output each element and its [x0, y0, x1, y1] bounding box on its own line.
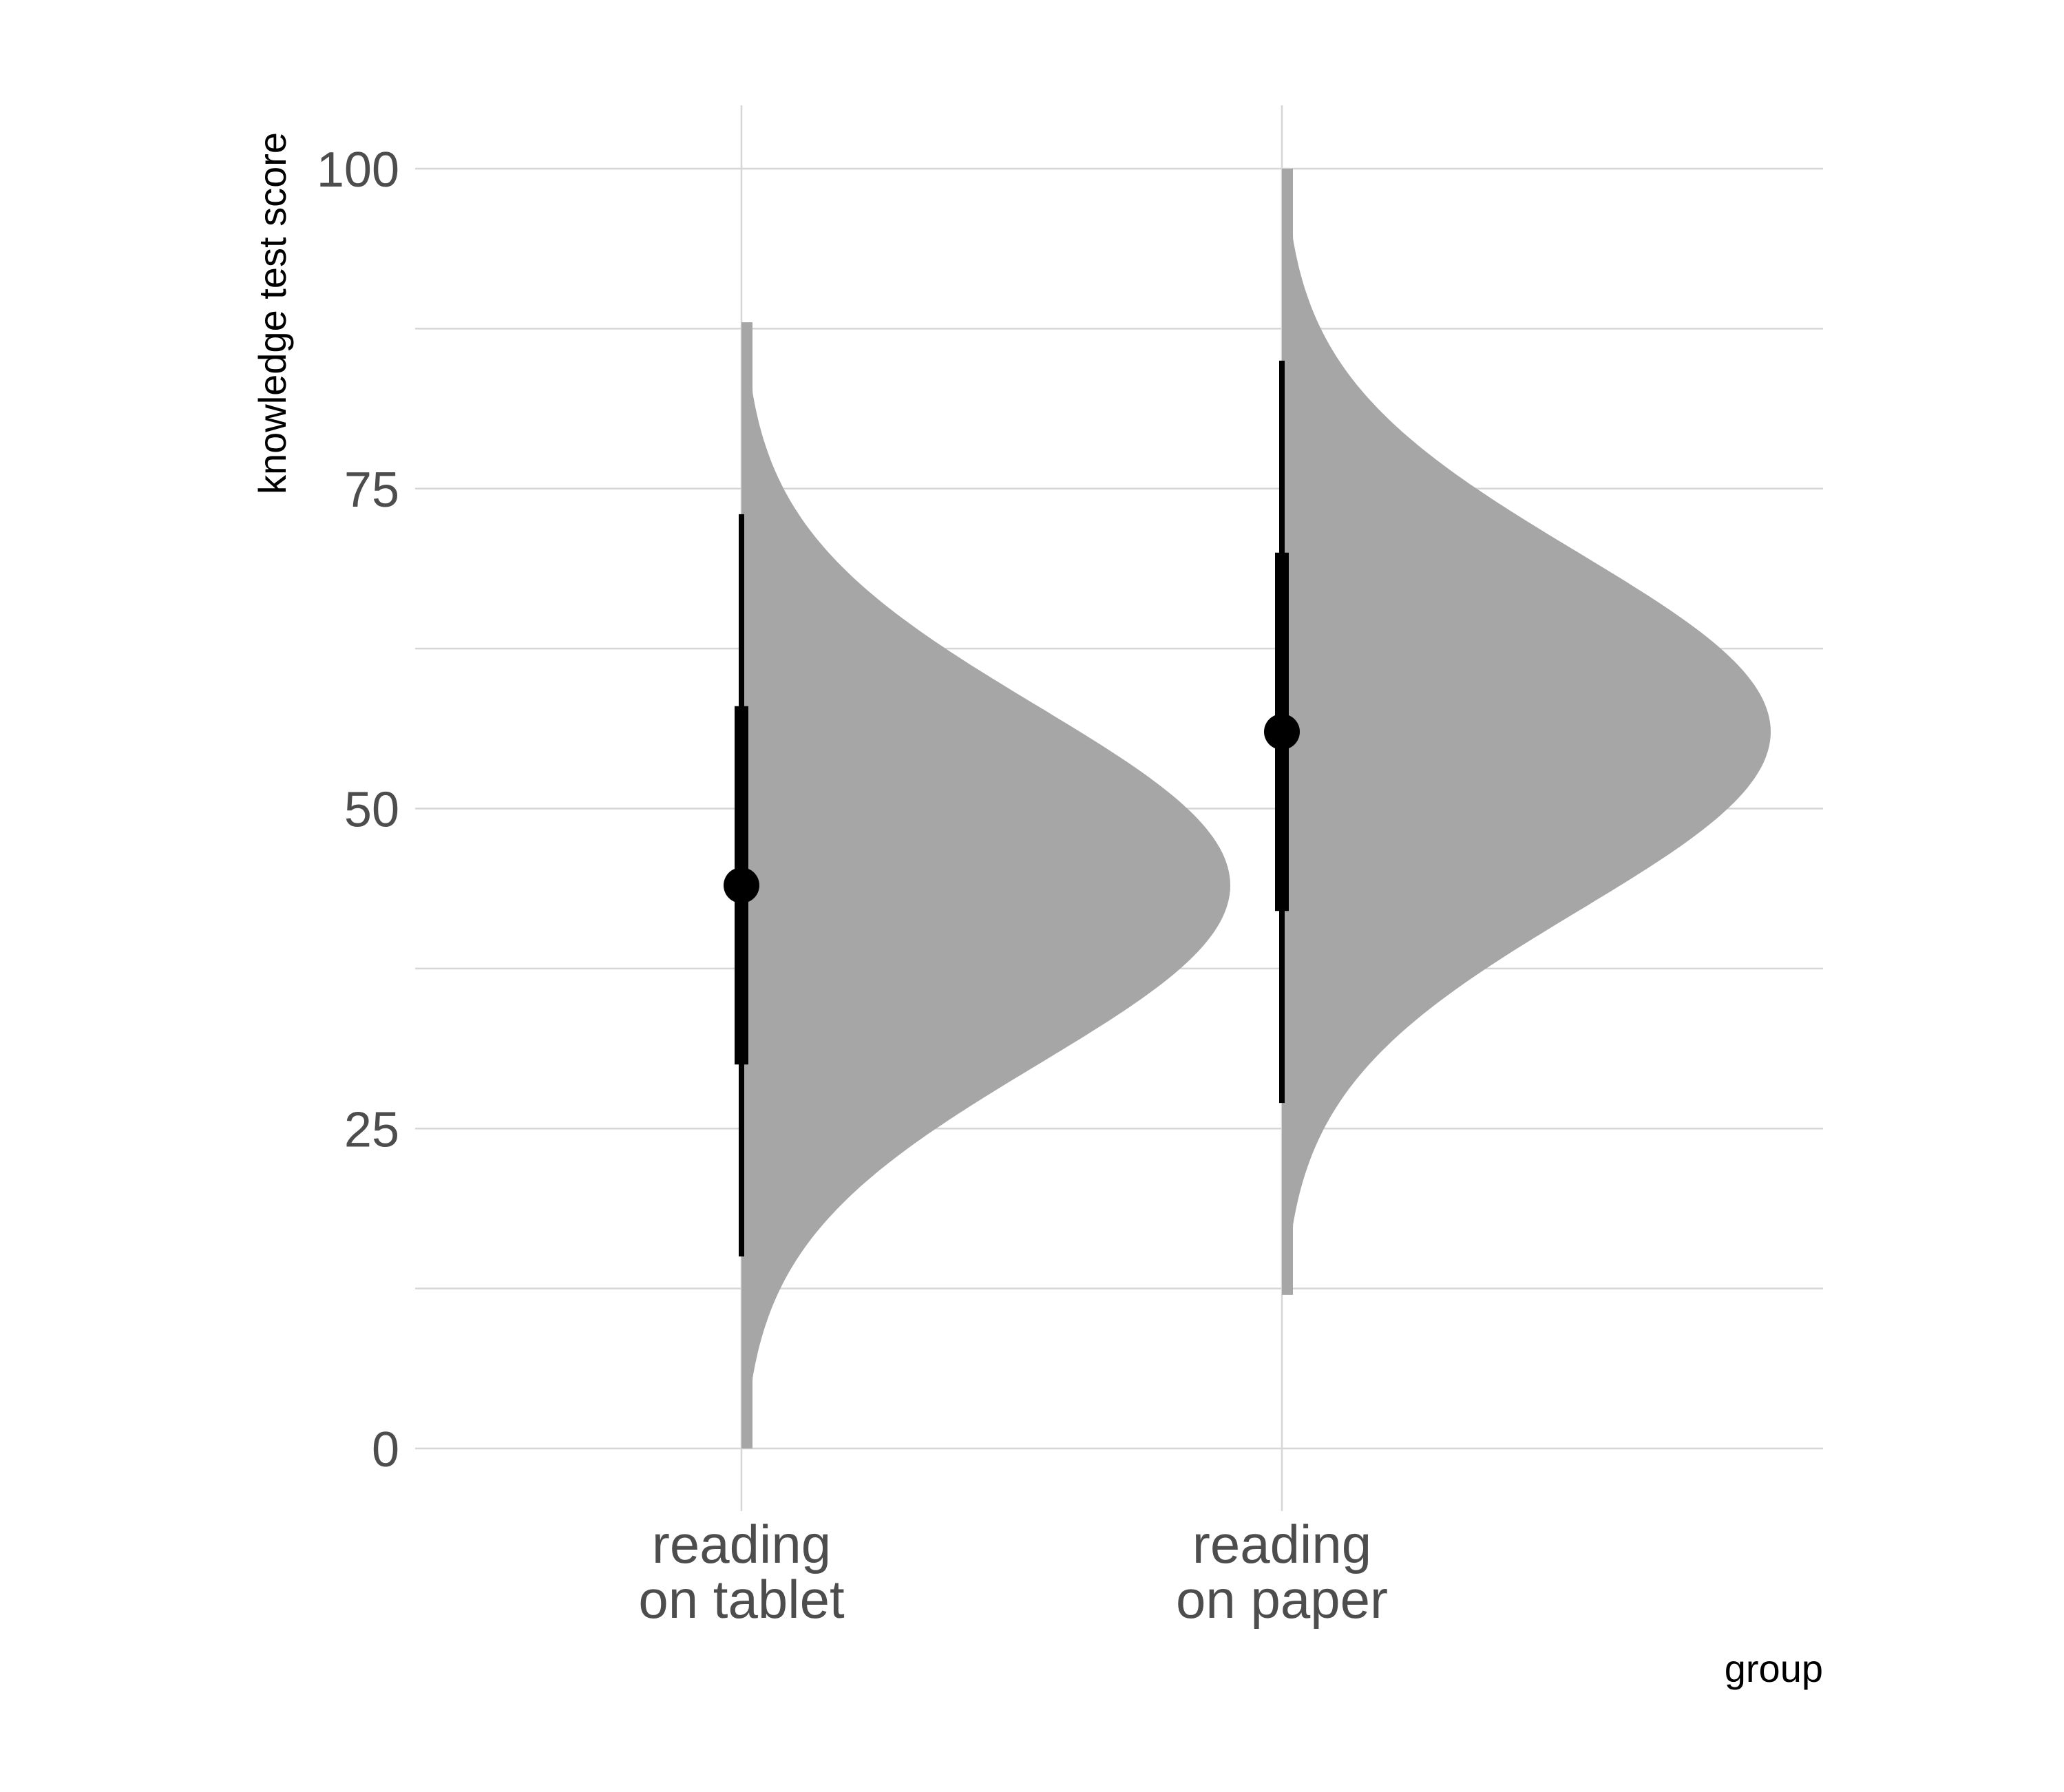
point-estimate-paper [1264, 713, 1300, 750]
x-category-label-line: reading [1192, 1514, 1371, 1574]
y-axis-ticks: 0 25 50 75 100 [317, 143, 399, 1477]
y-tick-label: 0 [372, 1422, 399, 1477]
x-axis-title: group [1725, 1647, 1823, 1690]
y-tick-label: 25 [344, 1102, 399, 1157]
density-paper [1282, 169, 1771, 1295]
density-layer [741, 169, 1771, 1449]
y-tick-label: 75 [344, 463, 399, 518]
x-category-label-line: on tablet [638, 1569, 845, 1630]
x-category-label-line: on paper [1176, 1569, 1388, 1630]
x-category-label: reading on paper [1176, 1514, 1388, 1630]
y-tick-label: 50 [344, 783, 399, 838]
y-tick-label: 100 [317, 143, 399, 198]
x-category-label-line: reading [652, 1514, 831, 1574]
x-category-label: reading on tablet [638, 1514, 845, 1630]
density-tablet [741, 322, 1230, 1449]
point-estimate-tablet [724, 867, 759, 904]
y-axis-title: knowledge test score [251, 132, 294, 494]
interval-layer [724, 360, 1300, 1257]
